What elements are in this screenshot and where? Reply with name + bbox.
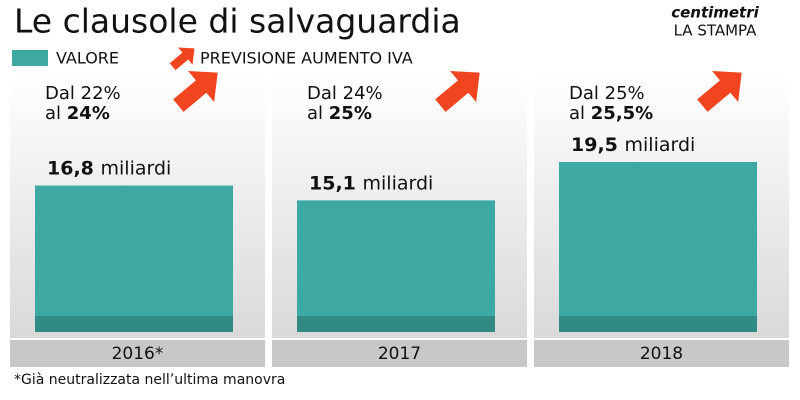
- category-band: [534, 340, 789, 367]
- chart-title: Le clausole di salvaguardia: [14, 2, 461, 41]
- x-tick-label: 2017: [378, 344, 421, 364]
- annotation: al 24%: [45, 103, 110, 124]
- annotation: Dal 22%: [45, 83, 121, 104]
- x-tick-label: 2018: [640, 344, 683, 364]
- annotation: Dal 24%: [307, 83, 383, 104]
- bar: [559, 162, 757, 332]
- x-tick-label: 2016*: [112, 344, 164, 364]
- source-name: LA STAMPA: [674, 22, 758, 40]
- arrow-icon: [697, 71, 742, 112]
- bar-base: [297, 316, 495, 332]
- arrow-icon: [173, 71, 218, 112]
- annotation: al 25,5%: [569, 103, 653, 124]
- bar-base: [35, 316, 233, 332]
- legend-label: PREVISIONE AUMENTO IVA: [200, 49, 413, 68]
- bar-base: [559, 316, 757, 332]
- value-label: 19,5 miliardi: [571, 134, 695, 156]
- arrow-icon: [169, 47, 195, 71]
- source-logo: centimetri: [671, 4, 759, 22]
- annotation: al 25%: [307, 103, 372, 124]
- legend-label: VALORE: [56, 49, 119, 68]
- footnote: *Già neutralizzata nell’ultima manovra: [14, 372, 285, 388]
- annotation: Dal 25%: [569, 83, 645, 104]
- bar: [297, 200, 495, 332]
- legend-swatch: [12, 50, 48, 66]
- category-band: [10, 340, 265, 367]
- arrow-icon: [435, 71, 480, 112]
- category-band: [272, 340, 527, 367]
- bar: [35, 185, 233, 332]
- value-label: 15,1 miliardi: [309, 172, 433, 194]
- value-label: 16,8 miliardi: [47, 157, 171, 179]
